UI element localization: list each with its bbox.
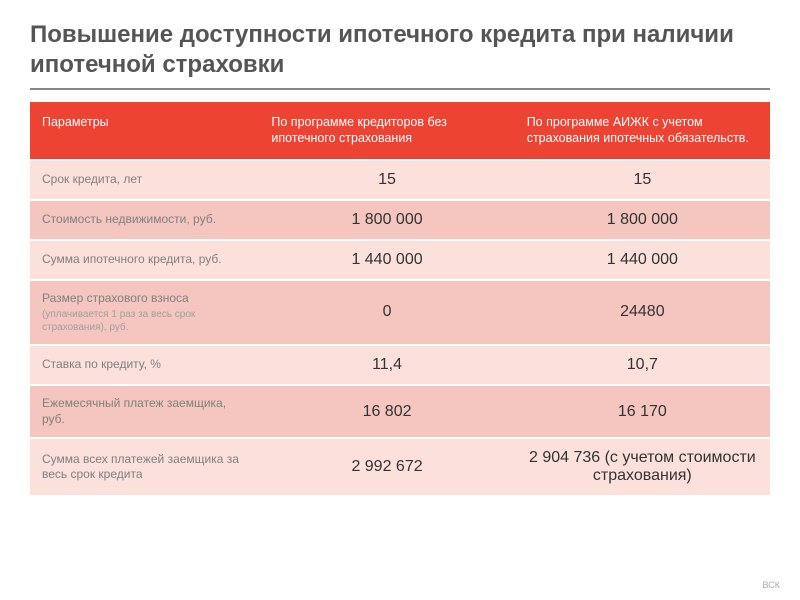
table-row: Сумма ипотечного кредита, руб. 1 440 000… bbox=[30, 240, 770, 280]
col-header-params: Параметры bbox=[30, 101, 259, 160]
param-value-1: 16 802 bbox=[259, 385, 514, 438]
param-sub: (уплачивается 1 раз за весь срок страхов… bbox=[42, 308, 247, 334]
param-value-2: 16 170 bbox=[515, 385, 770, 438]
param-value-2: 1 440 000 bbox=[515, 240, 770, 280]
table-row: Размер страхового взноса (уплачивается 1… bbox=[30, 280, 770, 346]
table-row: Срок кредита, лет 15 15 bbox=[30, 160, 770, 200]
logo: ВСК bbox=[763, 580, 780, 590]
param-value-2: 15 bbox=[515, 160, 770, 200]
table-header-row: Параметры По программе кредиторов без ип… bbox=[30, 101, 770, 160]
param-label: Ставка по кредиту, % bbox=[30, 345, 259, 385]
param-label: Сумма всех платежей заемщика за весь сро… bbox=[30, 438, 259, 496]
col-header-prog2: По программе АИЖК с учетом страхования и… bbox=[515, 101, 770, 160]
param-value-1: 11,4 bbox=[259, 345, 514, 385]
param-value-1: 15 bbox=[259, 160, 514, 200]
comparison-table: Параметры По программе кредиторов без ип… bbox=[30, 100, 770, 497]
param-value-1: 2 992 672 bbox=[259, 438, 514, 496]
param-value-2: 2 904 736 (с учетом стоимости страховани… bbox=[515, 438, 770, 496]
param-label: Срок кредита, лет bbox=[30, 160, 259, 200]
param-label: Размер страхового взноса (уплачивается 1… bbox=[30, 280, 259, 346]
table-row: Ставка по кредиту, % 11,4 10,7 bbox=[30, 345, 770, 385]
param-main: Размер страхового взноса bbox=[42, 291, 189, 305]
table-row: Сумма всех платежей заемщика за весь сро… bbox=[30, 438, 770, 496]
page-title: Повышение доступности ипотечного кредита… bbox=[30, 20, 770, 90]
param-value-1: 1 440 000 bbox=[259, 240, 514, 280]
param-value-2: 1 800 000 bbox=[515, 200, 770, 240]
param-value-2: 24480 bbox=[515, 280, 770, 346]
param-label: Сумма ипотечного кредита, руб. bbox=[30, 240, 259, 280]
table-row: Стоимость недвижимости, руб. 1 800 000 1… bbox=[30, 200, 770, 240]
param-label: Ежемесячный платеж заемщика, руб. bbox=[30, 385, 259, 438]
col-header-prog1: По программе кредиторов без ипотечного с… bbox=[259, 101, 514, 160]
param-value-1: 0 bbox=[259, 280, 514, 346]
param-label: Стоимость недвижимости, руб. bbox=[30, 200, 259, 240]
table-row: Ежемесячный платеж заемщика, руб. 16 802… bbox=[30, 385, 770, 438]
param-value-1: 1 800 000 bbox=[259, 200, 514, 240]
param-value-2: 10,7 bbox=[515, 345, 770, 385]
